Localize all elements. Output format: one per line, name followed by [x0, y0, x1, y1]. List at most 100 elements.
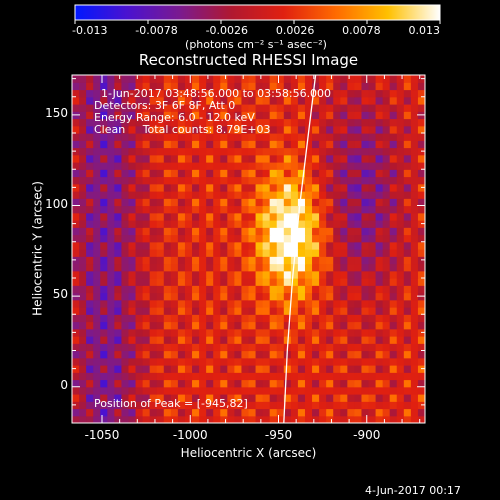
- heatmap-cell: [417, 408, 425, 417]
- heatmap-cell: [347, 169, 355, 178]
- heatmap-cell: [142, 263, 151, 272]
- heatmap-cell: [319, 234, 327, 243]
- heatmap-cell: [389, 408, 398, 417]
- heatmap-cell: [326, 249, 334, 257]
- heatmap-cell: [297, 350, 306, 359]
- heatmap-cell: [283, 270, 292, 279]
- heatmap-cell: [368, 111, 377, 120]
- heatmap-cell: [192, 365, 200, 373]
- heatmap-cell: [403, 415, 412, 423]
- heatmap-cell: [389, 82, 398, 91]
- heatmap-cell: [227, 249, 235, 257]
- heatmap-cell: [206, 140, 214, 149]
- heatmap-cell: [72, 154, 80, 163]
- heatmap-cell: [354, 408, 363, 417]
- heatmap-cell: [368, 292, 377, 301]
- heatmap-cell: [312, 191, 320, 199]
- heatmap-cell: [234, 328, 243, 337]
- heatmap-cell: [220, 241, 228, 250]
- heatmap-cell: [312, 386, 320, 395]
- heatmap-cell: [340, 162, 348, 170]
- heatmap-cell: [142, 227, 151, 236]
- heatmap-cell: [375, 140, 384, 149]
- heatmap-cell: [403, 227, 412, 236]
- heatmap-cell: [72, 162, 80, 170]
- heatmap-cell: [382, 365, 391, 373]
- detectors-text: Detectors: 3F 6F 8F, Att 0: [94, 99, 236, 112]
- heatmap-cell: [241, 183, 250, 192]
- heatmap-cell: [290, 227, 299, 236]
- heatmap-cell: [142, 89, 151, 98]
- heatmap-cell: [220, 350, 228, 359]
- heatmap-cell: [177, 394, 186, 402]
- heatmap-cell: [192, 147, 200, 156]
- heatmap-cell: [375, 227, 384, 236]
- heatmap-cell: [100, 249, 108, 257]
- heatmap-cell: [248, 321, 257, 330]
- heatmap-cell: [206, 278, 214, 286]
- heatmap-cell: [368, 191, 377, 199]
- heatmap-cell: [170, 75, 179, 83]
- y-tick-label: 0: [60, 377, 68, 392]
- heatmap-cell: [269, 191, 278, 199]
- heatmap-cell: [403, 314, 412, 323]
- heatmap-cell: [206, 241, 214, 250]
- heatmap-cell: [86, 176, 94, 185]
- heatmap-image: [72, 75, 425, 423]
- heatmap-cell: [192, 408, 200, 417]
- heatmap-cell: [86, 299, 94, 308]
- heatmap-cell: [262, 372, 271, 381]
- heatmap-cell: [262, 147, 271, 156]
- heatmap-cell: [389, 104, 398, 112]
- heatmap-cell: [382, 307, 391, 315]
- heatmap-cell: [156, 357, 165, 366]
- heatmap-cell: [107, 394, 115, 402]
- heatmap-cell: [290, 278, 299, 286]
- heatmap-cell: [276, 256, 285, 265]
- heatmap-cell: [206, 183, 214, 192]
- heatmap-cell: [86, 140, 94, 149]
- heatmap-cell: [304, 212, 313, 221]
- heatmap-cell: [304, 307, 313, 315]
- heatmap-cell: [290, 379, 299, 388]
- heatmap-cell: [417, 278, 425, 286]
- heatmap-cell: [248, 401, 257, 410]
- heatmap-cell: [396, 357, 405, 366]
- heatmap-cell: [319, 350, 327, 359]
- heatmap-cell: [121, 408, 130, 417]
- heatmap-cell: [163, 176, 172, 185]
- heatmap-cell: [382, 292, 391, 301]
- heatmap-cell: [121, 307, 130, 315]
- heatmap-cell: [283, 198, 292, 207]
- heatmap-cell: [128, 343, 137, 352]
- heatmap-cell: [297, 328, 306, 337]
- heatmap-cell: [326, 278, 334, 286]
- heatmap-cell: [276, 205, 285, 214]
- heatmap-cell: [79, 212, 87, 221]
- heatmap-cell: [361, 307, 370, 315]
- heatmap-cell: [206, 328, 214, 337]
- heatmap-cell: [304, 205, 313, 214]
- heatmap-cell: [114, 162, 123, 170]
- heatmap-cell: [86, 147, 94, 156]
- heatmap-cell: [312, 147, 320, 156]
- heatmap-cell: [234, 307, 243, 315]
- heatmap-cell: [220, 270, 228, 279]
- heatmap-cell: [142, 285, 151, 294]
- heatmap-cell: [135, 183, 144, 192]
- heatmap-cell: [93, 379, 101, 388]
- heatmap-cell: [135, 82, 144, 91]
- heatmap-cell: [170, 292, 179, 301]
- heatmap-cell: [361, 263, 370, 272]
- heatmap-cell: [290, 372, 299, 381]
- heatmap-cell: [156, 343, 165, 352]
- heatmap-cell: [269, 147, 278, 156]
- heatmap-cell: [347, 270, 355, 279]
- heatmap-cell: [269, 415, 278, 423]
- heatmap-cell: [121, 111, 130, 120]
- heatmap-cell: [248, 191, 257, 199]
- heatmap-cell: [333, 147, 341, 156]
- heatmap-cell: [276, 299, 285, 308]
- heatmap-cell: [128, 162, 137, 170]
- heatmap-cell: [135, 415, 144, 423]
